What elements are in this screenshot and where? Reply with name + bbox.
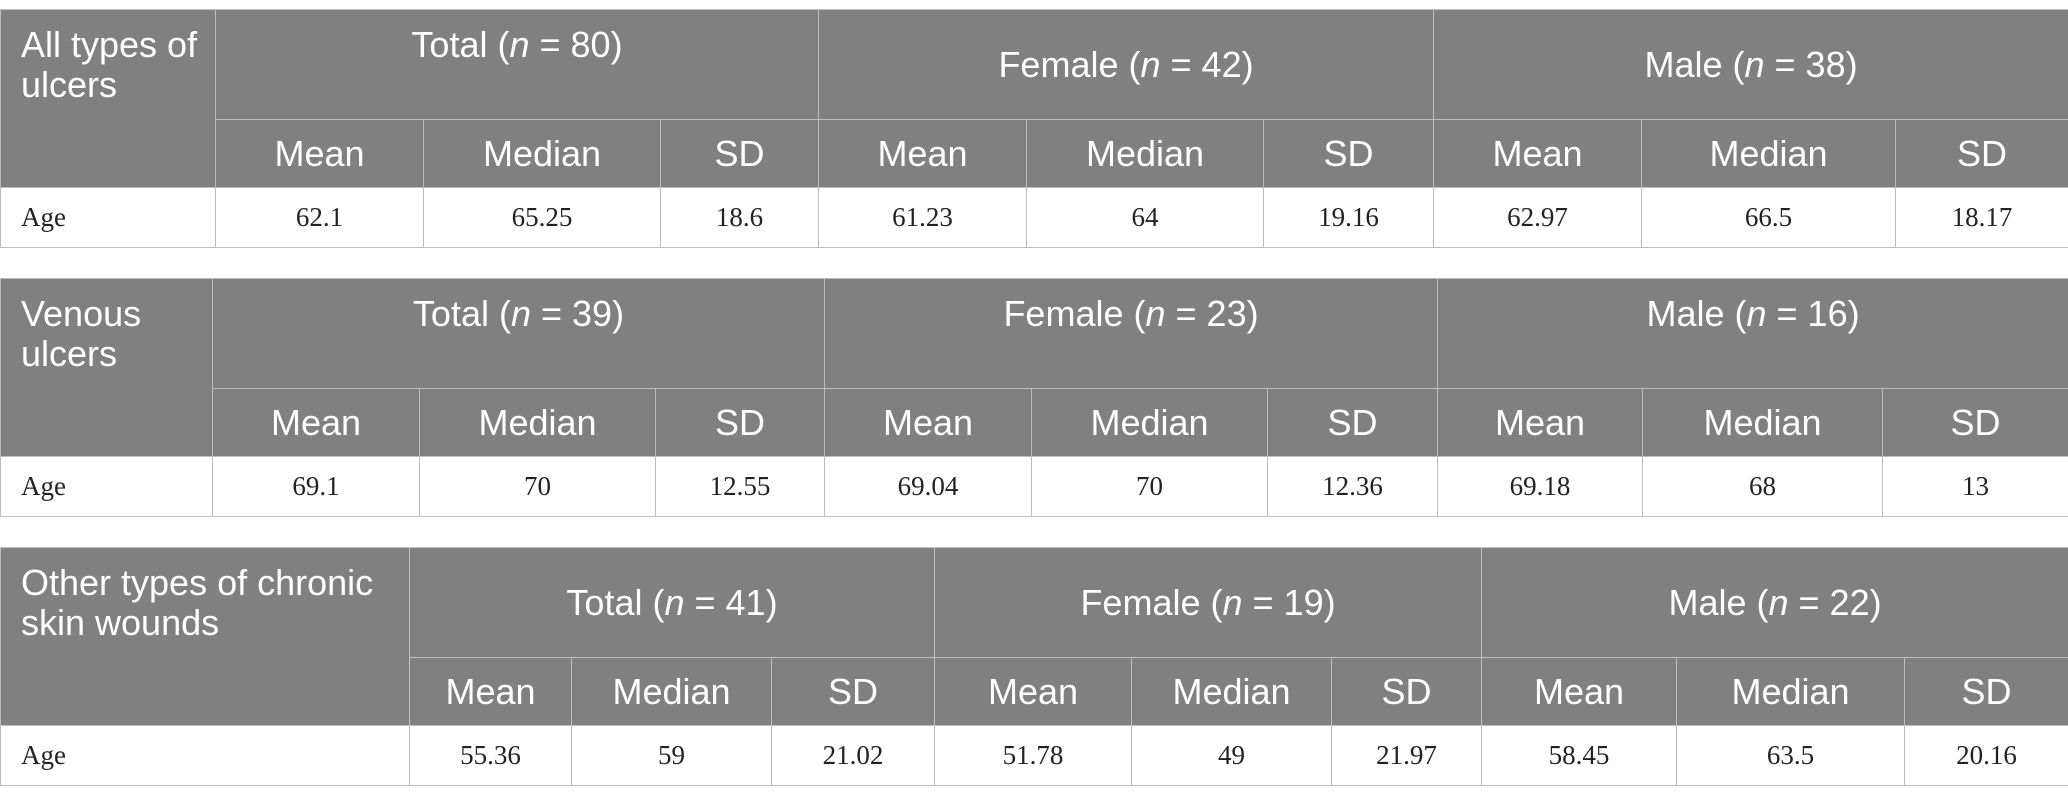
data-cell: 61.23 (818, 187, 1027, 248)
stat-header-sd: SD (771, 657, 935, 726)
stat-header-median: Median (1676, 657, 1906, 726)
group-header-female: Female (n = 23) (823, 278, 1439, 389)
data-cell: 58.45 (1481, 725, 1678, 786)
stat-header-row: Mean Median SD Mean Median SD Mean Media… (1, 657, 2068, 726)
stat-header-median: Median (1031, 388, 1268, 457)
data-cell: 21.97 (1330, 725, 1483, 786)
stat-header-mean: Mean (824, 388, 1032, 457)
stat-header-sd: SD (1266, 388, 1439, 457)
data-cell: 51.78 (934, 725, 1132, 786)
stat-header-median: Median (419, 388, 656, 457)
stat-header-median: Median (1641, 119, 1897, 188)
group-header-row: All types of ulcers Total (n = 80) Femal… (0, 9, 2068, 188)
row-label-age: Age (0, 187, 216, 248)
group-header-total: Total (n = 39) (212, 278, 825, 389)
data-cell: 65.25 (423, 187, 661, 248)
data-cell: 69.1 (212, 456, 420, 517)
data-cell: 20.16 (1904, 725, 2068, 786)
group-header-female: Female (n = 19) (933, 547, 1483, 658)
table-row: Age 55.36 59 21.02 51.78 49 21.97 58.45 … (0, 725, 2068, 786)
stat-header-sd: SD (1882, 388, 2068, 457)
group-header-row: Venous ulcers Total (n = 39) Female (n =… (0, 278, 2068, 457)
data-cell: 62.1 (215, 187, 424, 248)
data-cell: 12.36 (1266, 456, 1439, 517)
stat-header-row: Mean Median SD Mean Median SD Mean Media… (1, 119, 2068, 188)
stat-header-sd: SD (655, 388, 825, 457)
stat-header-sd: SD (1330, 657, 1483, 726)
stat-header-sd: SD (660, 119, 819, 188)
data-cell: 12.55 (655, 456, 825, 517)
stat-header-sd: SD (1895, 119, 2068, 188)
table-row: Age 62.1 65.25 18.6 61.23 64 19.16 62.97… (0, 187, 2068, 248)
data-cell: 18.6 (660, 187, 819, 248)
stat-header-mean: Mean (215, 119, 424, 188)
data-cell: 70 (419, 456, 656, 517)
data-cell: 49 (1131, 725, 1332, 786)
stat-header-row: Mean Median SD Mean Median SD Mean Media… (1, 388, 2068, 457)
stat-header-mean: Mean (1433, 119, 1643, 188)
group-header-male: Male (n = 22) (1481, 547, 2068, 658)
data-cell: 68 (1642, 456, 1884, 517)
group-header-total: Total (n = 80) (215, 9, 819, 120)
data-cell: 55.36 (409, 725, 572, 786)
stat-header-median: Median (1642, 388, 1884, 457)
ulcer-age-table-other: Other types of chronic skin wounds Total… (0, 547, 2068, 786)
data-cell: 66.5 (1641, 187, 1897, 248)
group-header-row: Other types of chronic skin wounds Total… (0, 547, 2068, 726)
stat-header-mean: Mean (409, 657, 572, 726)
table-corner-label: All types of ulcers (0, 9, 216, 188)
data-cell: 62.97 (1433, 187, 1643, 248)
row-label-age: Age (0, 725, 410, 786)
ulcer-age-table-venous: Venous ulcers Total (n = 39) Female (n =… (0, 278, 2068, 517)
data-cell: 70 (1031, 456, 1268, 517)
group-header-total: Total (n = 41) (409, 547, 935, 658)
group-header-male: Male (n = 16) (1437, 278, 2068, 389)
data-cell: 13 (1882, 456, 2068, 517)
table-row: Age 69.1 70 12.55 69.04 70 12.36 69.18 6… (0, 456, 2068, 517)
data-cell: 69.04 (824, 456, 1032, 517)
data-cell: 64 (1026, 187, 1264, 248)
data-cell: 69.18 (1437, 456, 1644, 517)
stat-header-mean: Mean (1437, 388, 1644, 457)
stat-header-mean: Mean (1481, 657, 1678, 726)
data-cell: 59 (571, 725, 772, 786)
data-cell: 21.02 (771, 725, 935, 786)
table-corner-label: Other types of chronic skin wounds (0, 547, 410, 726)
ulcer-age-table-all: All types of ulcers Total (n = 80) Femal… (0, 9, 2068, 248)
stat-header-sd: SD (1904, 657, 2068, 726)
stat-header-median: Median (423, 119, 661, 188)
data-cell: 19.16 (1262, 187, 1435, 248)
data-cell: 63.5 (1676, 725, 1906, 786)
stat-header-median: Median (571, 657, 772, 726)
row-label-age: Age (0, 456, 213, 517)
group-header-female: Female (n = 42) (817, 9, 1435, 120)
group-header-male: Male (n = 38) (1433, 9, 2068, 120)
stat-header-median: Median (1026, 119, 1264, 188)
stat-header-mean: Mean (212, 388, 420, 457)
stat-header-median: Median (1131, 657, 1332, 726)
data-cell: 18.17 (1895, 187, 2068, 248)
stat-header-mean: Mean (934, 657, 1132, 726)
stat-header-sd: SD (1262, 119, 1435, 188)
table-corner-label: Venous ulcers (0, 278, 213, 457)
stat-header-mean: Mean (818, 119, 1027, 188)
